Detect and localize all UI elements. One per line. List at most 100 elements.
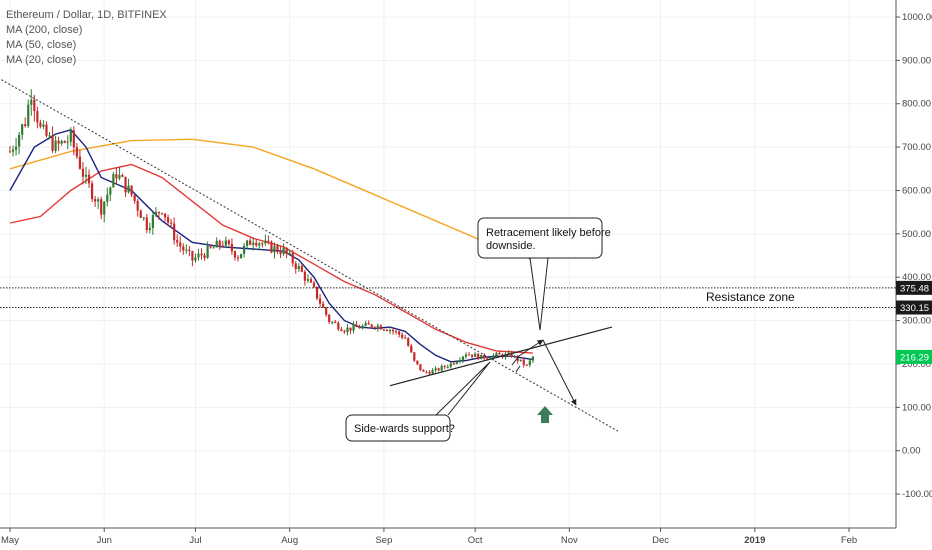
candle <box>416 360 419 366</box>
candle-body <box>373 327 376 329</box>
candle <box>249 237 252 246</box>
candle-body <box>422 370 425 372</box>
candle <box>285 247 288 259</box>
downtrend-line <box>0 78 619 432</box>
candle <box>449 362 452 369</box>
candle <box>391 327 395 335</box>
candle-body <box>419 364 422 371</box>
candle-body <box>75 147 78 157</box>
candle <box>306 274 310 284</box>
ma50-line <box>9 163 533 354</box>
candle <box>145 214 148 234</box>
candle <box>166 214 170 227</box>
candle <box>419 364 422 372</box>
candle-body <box>428 372 431 374</box>
y-tick-label: 300.00 <box>902 316 931 327</box>
candle <box>194 253 197 263</box>
candle-body <box>322 303 325 308</box>
candle-body <box>142 217 145 219</box>
candle <box>176 234 179 247</box>
candle <box>340 326 343 332</box>
candle-body <box>84 174 88 177</box>
candle <box>42 120 45 129</box>
candle-body <box>188 249 191 252</box>
candle <box>170 218 173 227</box>
candle-body <box>230 243 234 252</box>
candle-body <box>148 228 151 231</box>
candle <box>252 237 255 251</box>
candle <box>21 123 24 140</box>
candle-body <box>203 255 206 258</box>
y-tick-label: 200.00 <box>902 359 931 370</box>
candle-body <box>531 356 534 361</box>
candle-body <box>130 185 133 195</box>
retracement-callout-line2: downside. <box>486 240 536 252</box>
candle <box>36 106 39 129</box>
candle-body <box>182 246 185 251</box>
candle-body <box>136 201 139 211</box>
candle <box>300 263 303 273</box>
candle <box>528 358 531 368</box>
candle-body <box>407 338 410 346</box>
candle-body <box>309 279 313 283</box>
candle <box>255 239 258 248</box>
candle <box>410 343 413 353</box>
candle <box>261 241 264 248</box>
candle-body <box>358 327 361 329</box>
candle <box>264 234 267 246</box>
candle-body <box>66 141 69 143</box>
candle-body <box>452 363 455 365</box>
candle <box>94 195 97 207</box>
candle <box>458 357 462 364</box>
candle-body <box>258 243 261 246</box>
retracement-callout-line1: Retracement likely before <box>486 227 611 239</box>
candle <box>78 149 82 170</box>
candle-body <box>270 241 273 253</box>
candle <box>407 336 410 347</box>
candle-body <box>206 245 209 258</box>
candle-body <box>401 334 404 338</box>
candle-body <box>312 282 316 287</box>
candle-body <box>364 323 367 326</box>
candle-body <box>325 307 328 315</box>
candle <box>109 186 112 202</box>
candle-body <box>18 134 21 147</box>
candle-body <box>151 215 154 229</box>
candle <box>151 212 154 235</box>
candlestick-series <box>8 89 534 375</box>
candle-body <box>45 124 48 136</box>
candle-body <box>133 194 136 202</box>
candle-body <box>27 104 30 126</box>
candle <box>315 286 319 301</box>
candle <box>398 330 401 338</box>
candle-body <box>522 359 525 365</box>
candle <box>492 353 495 361</box>
candle-body <box>264 240 267 244</box>
candle <box>474 351 477 357</box>
arrow-segment <box>511 355 520 366</box>
candle <box>97 197 100 209</box>
candle-body <box>306 279 310 281</box>
candle-body <box>443 365 446 367</box>
candle <box>498 350 501 355</box>
candle-body <box>39 122 42 127</box>
candle <box>81 161 85 185</box>
candle <box>334 319 337 324</box>
candle-body <box>246 240 249 246</box>
candle-body <box>431 370 434 374</box>
legend-ma50: MA (50, close) <box>6 39 77 51</box>
candle-body <box>498 352 501 355</box>
candle-body <box>94 199 97 202</box>
candle-body <box>331 321 334 323</box>
x-tick-label: Feb <box>841 535 857 546</box>
candle-body <box>464 354 468 357</box>
candle <box>388 328 392 335</box>
candle-body <box>492 355 495 359</box>
candle <box>133 194 136 204</box>
candle <box>115 167 118 185</box>
candle <box>11 145 15 157</box>
candle <box>312 280 316 288</box>
x-tick-label: 2019 <box>744 535 765 546</box>
candle-body <box>334 321 337 323</box>
